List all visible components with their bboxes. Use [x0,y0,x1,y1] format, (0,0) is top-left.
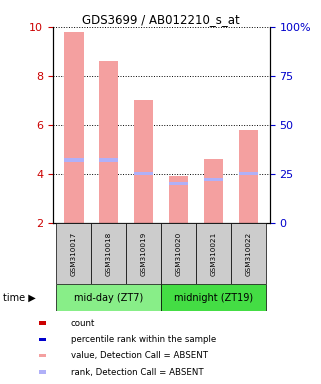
Bar [231,223,266,284]
Bar [39,370,47,374]
Text: rank, Detection Call = ABSENT: rank, Detection Call = ABSENT [71,367,203,376]
Text: GSM310018: GSM310018 [106,231,112,276]
Text: value, Detection Call = ABSENT: value, Detection Call = ABSENT [71,351,208,360]
Bar [64,159,83,162]
Bar [134,100,153,223]
Bar [134,172,153,175]
Bar [126,223,161,284]
Bar [169,182,188,185]
Bar [56,223,91,284]
Bar [196,223,231,284]
Text: count: count [71,319,95,328]
Bar [239,130,258,223]
Text: GSM310019: GSM310019 [141,231,147,276]
Bar [39,338,47,341]
Bar [39,354,47,358]
Text: GSM310017: GSM310017 [71,231,77,276]
Bar [204,178,223,181]
Bar [204,159,223,223]
Bar [64,32,83,223]
Bar [56,284,161,311]
Bar [91,223,126,284]
Bar [39,321,47,325]
Text: mid-day (ZT7): mid-day (ZT7) [74,293,143,303]
Bar [99,159,118,162]
Text: percentile rank within the sample: percentile rank within the sample [71,335,216,344]
Text: time ▶: time ▶ [3,293,36,303]
Bar [169,176,188,223]
Text: GSM310021: GSM310021 [211,231,217,276]
Bar [161,223,196,284]
Text: GSM310022: GSM310022 [246,231,252,276]
Text: midnight (ZT19): midnight (ZT19) [174,293,253,303]
Text: GSM310020: GSM310020 [176,231,182,276]
Title: GDS3699 / AB012210_s_at: GDS3699 / AB012210_s_at [82,13,240,26]
Bar [161,284,266,311]
Bar [99,61,118,223]
Bar [239,172,258,175]
